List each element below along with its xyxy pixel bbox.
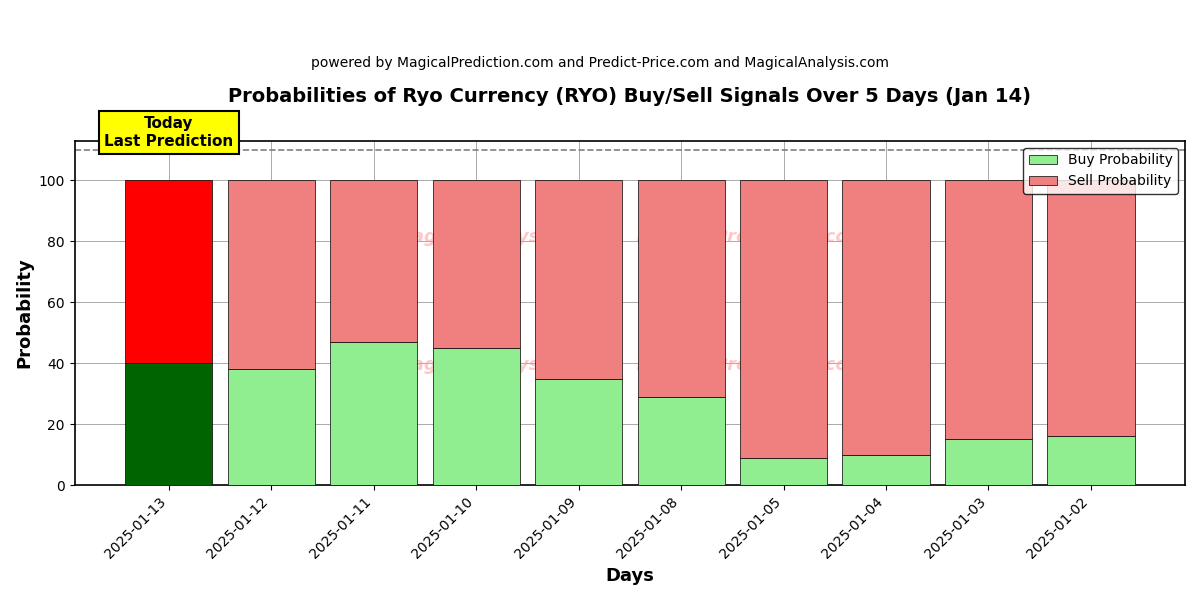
Bar	[1048, 436, 1134, 485]
Title: Probabilities of Ryo Currency (RYO) Buy/Sell Signals Over 5 Days (Jan 14): Probabilities of Ryo Currency (RYO) Buy/…	[228, 87, 1031, 106]
Bar	[740, 458, 827, 485]
Bar	[842, 455, 930, 485]
Legend: Buy Probability, Sell Probability: Buy Probability, Sell Probability	[1024, 148, 1178, 194]
Text: MagicalAnalysis.com  |  MagicalPrediction.com: MagicalAnalysis.com | MagicalPrediction.…	[394, 356, 866, 374]
Bar	[432, 181, 520, 348]
Bar	[1048, 181, 1134, 436]
Bar	[228, 181, 314, 370]
Bar	[944, 181, 1032, 439]
Bar	[125, 363, 212, 485]
Bar	[944, 439, 1032, 485]
Bar	[228, 370, 314, 485]
Bar	[330, 181, 418, 342]
Bar	[330, 342, 418, 485]
Bar	[637, 397, 725, 485]
Bar	[637, 181, 725, 397]
Y-axis label: Probability: Probability	[16, 257, 34, 368]
Text: powered by MagicalPrediction.com and Predict-Price.com and MagicalAnalysis.com: powered by MagicalPrediction.com and Pre…	[311, 56, 889, 70]
Bar	[432, 348, 520, 485]
Bar	[125, 181, 212, 363]
Text: MagicalAnalysis.com  |  MagicalPrediction.com: MagicalAnalysis.com | MagicalPrediction.…	[394, 228, 866, 246]
Bar	[740, 181, 827, 458]
Bar	[535, 379, 622, 485]
Bar	[842, 181, 930, 455]
X-axis label: Days: Days	[605, 567, 654, 585]
Text: Today
Last Prediction: Today Last Prediction	[104, 116, 233, 149]
Bar	[535, 181, 622, 379]
